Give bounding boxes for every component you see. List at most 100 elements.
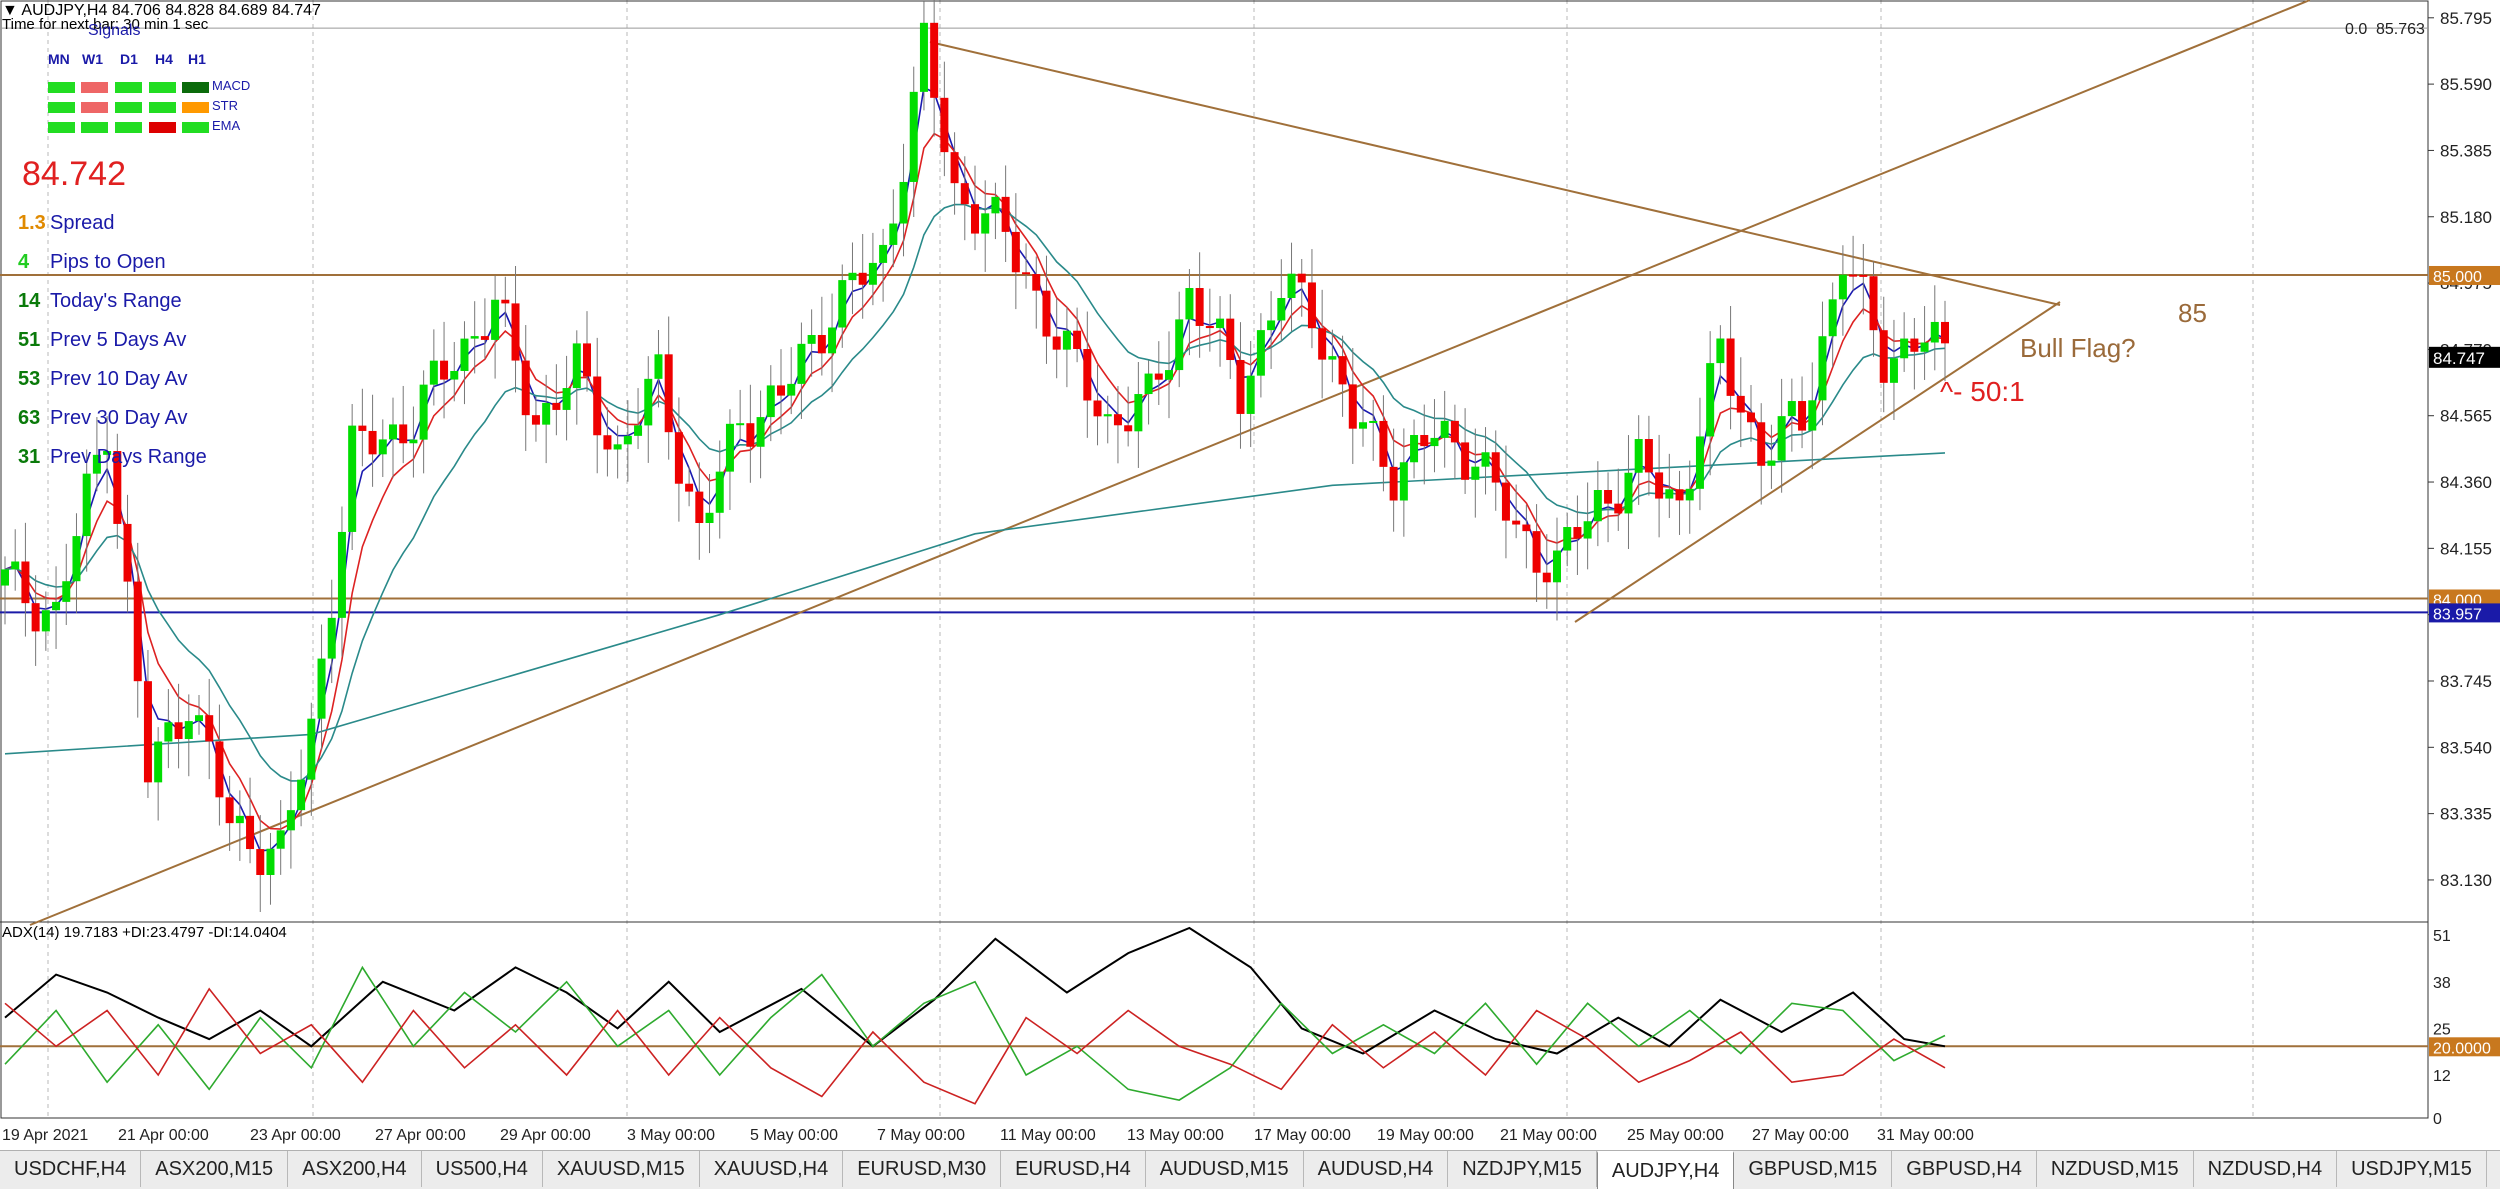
candle[interactable] — [766, 365, 775, 442]
candle[interactable] — [399, 385, 408, 464]
candle[interactable] — [1777, 378, 1786, 493]
tab-u[interactable]: U — [2487, 1151, 2500, 1187]
candle[interactable] — [552, 364, 561, 436]
candle[interactable] — [52, 566, 61, 649]
candle[interactable] — [1583, 482, 1592, 570]
candle[interactable] — [389, 397, 397, 479]
adx-series-minus-DI[interactable] — [4, 987, 1946, 1105]
candle[interactable] — [409, 406, 418, 478]
candle[interactable] — [1144, 360, 1153, 425]
candle[interactable] — [654, 330, 663, 408]
candle[interactable] — [419, 370, 428, 474]
candle[interactable] — [1328, 329, 1337, 383]
candle[interactable] — [184, 694, 193, 777]
tab-usdchf-h4[interactable]: USDCHF,H4 — [0, 1151, 142, 1187]
candle[interactable] — [1695, 397, 1704, 511]
candle[interactable] — [756, 390, 765, 479]
tab-usdjpy-m15[interactable]: USDJPY,M15 — [2337, 1151, 2487, 1187]
candle[interactable] — [1736, 357, 1745, 448]
candle[interactable] — [1379, 395, 1388, 492]
candle[interactable] — [215, 704, 224, 826]
candle[interactable] — [1277, 259, 1286, 342]
adx-series-plusminus-DI[interactable] — [4, 965, 1946, 1101]
candle[interactable] — [644, 356, 653, 463]
tab-asx200-h4[interactable]: ASX200,H4 — [288, 1151, 422, 1187]
candle[interactable] — [256, 815, 265, 913]
candle[interactable] — [1093, 365, 1102, 446]
candle[interactable] — [746, 384, 755, 483]
candle[interactable] — [1236, 322, 1245, 449]
candle[interactable] — [521, 325, 530, 451]
candle[interactable] — [1369, 399, 1378, 461]
tab-nzdusd-m15[interactable]: NZDUSD,M15 — [2037, 1151, 2194, 1187]
candle[interactable] — [72, 513, 81, 614]
candle[interactable] — [62, 543, 71, 626]
candle[interactable] — [991, 182, 1000, 240]
candle[interactable] — [1644, 415, 1653, 496]
tab-audusd-h4[interactable]: AUDUSD,H4 — [1304, 1151, 1449, 1187]
candle[interactable] — [1001, 165, 1010, 262]
tab-asx200-m15[interactable]: ASX200,M15 — [141, 1151, 289, 1187]
candle[interactable] — [1655, 434, 1664, 538]
candle[interactable] — [1113, 386, 1122, 464]
candle[interactable] — [154, 727, 163, 821]
candle[interactable] — [1399, 428, 1408, 537]
candle[interactable] — [858, 233, 867, 319]
candle[interactable] — [1461, 408, 1470, 494]
candle[interactable] — [1246, 340, 1255, 448]
candle[interactable] — [327, 579, 336, 684]
candle[interactable] — [92, 417, 101, 492]
candle[interactable] — [613, 425, 622, 479]
candle[interactable] — [725, 409, 734, 510]
candle[interactable] — [378, 419, 387, 478]
candle[interactable] — [41, 591, 50, 651]
candle[interactable] — [593, 337, 602, 474]
candle[interactable] — [1532, 504, 1541, 603]
candle[interactable] — [1175, 291, 1184, 388]
candle[interactable] — [1859, 243, 1868, 315]
candle[interactable] — [1604, 472, 1613, 543]
candle[interactable] — [297, 749, 306, 827]
candle[interactable] — [1838, 245, 1847, 336]
candle[interactable] — [623, 400, 632, 482]
candle[interactable] — [1726, 305, 1735, 430]
candle[interactable] — [1440, 390, 1449, 468]
candle[interactable] — [1226, 294, 1235, 379]
candle[interactable] — [1165, 331, 1173, 419]
candle[interactable] — [899, 143, 908, 257]
candle[interactable] — [1042, 255, 1051, 364]
price-chart-canvas[interactable]: 51 38 25 12 0 20.0000 85.795 85.590 85.385 85.18… — [0, 0, 2500, 1150]
candle[interactable] — [470, 301, 479, 374]
candle[interactable] — [348, 404, 357, 550]
candle[interactable] — [511, 265, 520, 393]
candle[interactable] — [695, 462, 704, 560]
candle[interactable] — [664, 316, 673, 460]
candle[interactable] — [1083, 311, 1092, 438]
candle[interactable] — [1348, 347, 1357, 464]
candle[interactable] — [583, 311, 591, 392]
candle[interactable] — [981, 180, 990, 272]
candle[interactable] — [133, 542, 142, 718]
candle[interactable] — [358, 388, 367, 467]
candle[interactable] — [1910, 318, 1919, 390]
candle[interactable] — [919, 1, 928, 111]
candle[interactable] — [562, 355, 571, 441]
candle[interactable] — [531, 396, 540, 442]
candle[interactable] — [1256, 313, 1265, 398]
candle[interactable] — [1930, 285, 1939, 371]
candle[interactable] — [950, 132, 959, 215]
candle[interactable] — [246, 777, 255, 864]
candle[interactable] — [103, 416, 112, 494]
candle[interactable] — [1491, 430, 1500, 511]
candle[interactable] — [1665, 453, 1674, 518]
candle[interactable] — [31, 575, 40, 666]
candle[interactable] — [1471, 428, 1480, 518]
candle[interactable] — [777, 349, 785, 435]
candle[interactable] — [1685, 460, 1694, 534]
downtrend-line[interactable] — [929, 41, 2061, 306]
candle[interactable] — [1430, 399, 1439, 473]
tab-xauusd-h4[interactable]: XAUUSD,H4 — [700, 1151, 844, 1187]
candle[interactable] — [715, 440, 724, 539]
tab-audusd-m15[interactable]: AUDUSD,M15 — [1146, 1151, 1304, 1187]
candle[interactable] — [1716, 325, 1725, 385]
